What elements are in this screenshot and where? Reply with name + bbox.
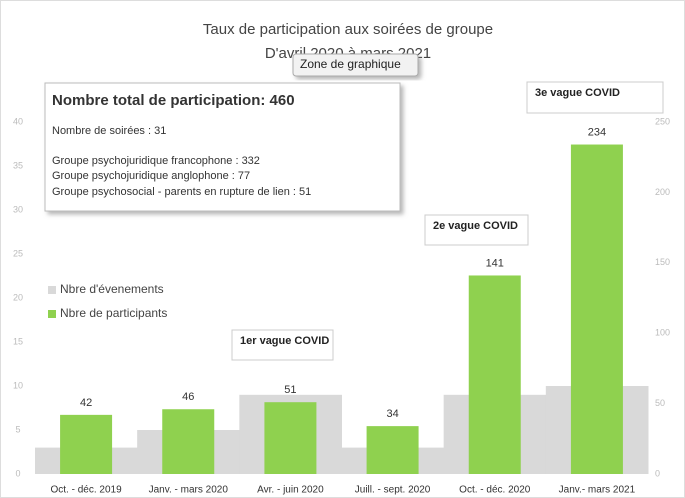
y2-tick-label: 200 [655, 187, 670, 197]
data-label: 46 [182, 391, 194, 403]
y-tick-label: 5 [15, 424, 20, 434]
y2-tick-label: 0 [655, 468, 660, 478]
bar [60, 414, 113, 474]
x-tick-label: Oct. - déc. 2019 [51, 485, 123, 496]
x-tick-label: Janv.- mars 2021 [559, 485, 636, 496]
x-tick-label: Janv. - mars 2020 [149, 485, 229, 496]
info-box-line: Groupe psychosocial - parents en rupture… [52, 186, 311, 198]
bar [264, 402, 317, 474]
legend-label: Nbre d'évenements [60, 282, 164, 296]
info-box-line: Groupe psychojuridique anglophone : 77 [52, 170, 250, 182]
y-tick-label: 15 [13, 336, 23, 346]
y-tick-label: 35 [13, 160, 23, 170]
info-box-line: Groupe psychojuridique francophone : 332 [52, 155, 260, 167]
y2-tick-label: 100 [655, 328, 670, 338]
legend-label: Nbre de participants [60, 306, 167, 320]
x-tick-label: Oct. - déc. 2020 [459, 485, 531, 496]
data-label: 141 [486, 257, 504, 269]
data-label: 234 [588, 126, 606, 138]
tooltip: Zone de graphique [300, 57, 401, 71]
info-box-title: Nombre total de participation: 460 [52, 92, 295, 109]
data-label: 34 [386, 408, 398, 420]
info-box: Nombre total de participation: 460 Nombre… [44, 82, 401, 212]
x-tick-label: Juill. - sept. 2020 [355, 485, 431, 496]
bar [468, 275, 521, 474]
annotation: 1er vague COVID [240, 335, 329, 347]
y-tick-label: 30 [13, 204, 23, 214]
y2-tick-label: 250 [655, 116, 670, 126]
chart-title: Taux de participation aux soirées de gro… [203, 21, 493, 38]
y-tick-label: 40 [13, 116, 23, 126]
annotation: 3e vague COVID [535, 87, 620, 99]
bar [162, 409, 215, 474]
y-tick-label: 20 [13, 292, 23, 302]
bar [570, 144, 623, 474]
y-tick-label: 25 [13, 248, 23, 258]
annotation-box [424, 214, 529, 246]
info-box-bg [44, 82, 401, 212]
legend-swatch [48, 286, 56, 294]
y2-tick-label: 150 [655, 257, 670, 267]
annotation: 2e vague COVID [433, 220, 518, 232]
legend-swatch [48, 310, 56, 318]
info-box-line: Nombre de soirées : 31 [52, 125, 166, 137]
data-label: 42 [80, 397, 92, 409]
bar [366, 426, 419, 474]
y2-tick-label: 50 [655, 398, 665, 408]
y-tick-label: 0 [15, 468, 20, 478]
tooltip-bg [292, 53, 419, 77]
annotation-box [231, 329, 334, 361]
x-tick-label: Avr. - juin 2020 [257, 485, 324, 496]
data-label: 51 [284, 384, 296, 396]
y-tick-label: 10 [13, 380, 23, 390]
annotation-box [526, 81, 664, 114]
